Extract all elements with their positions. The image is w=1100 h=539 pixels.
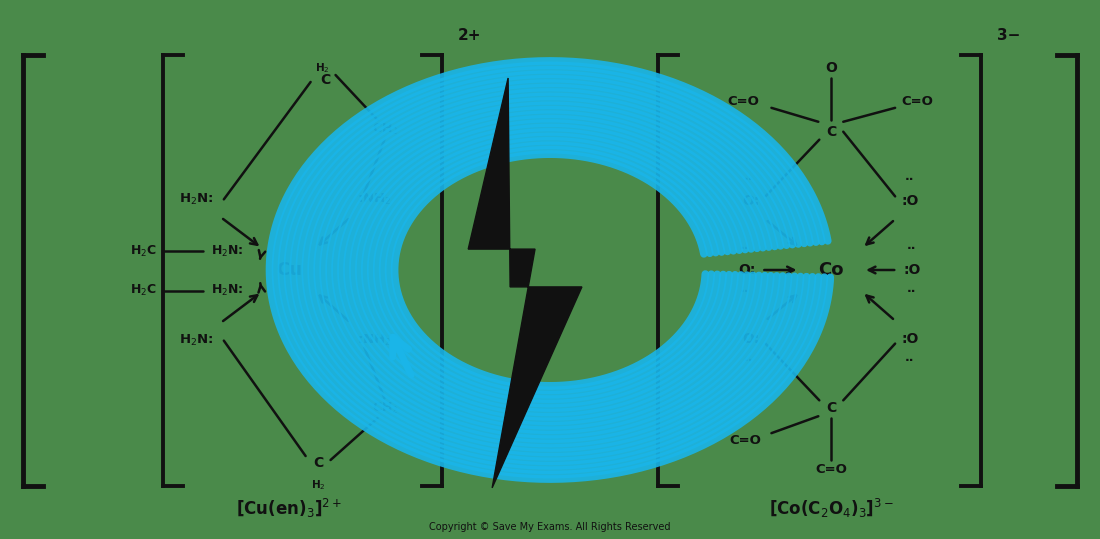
Text: [Cu(en)$_3$]$^{2+}$: [Cu(en)$_3$]$^{2+}$ (235, 496, 342, 520)
Text: H$_2$: H$_2$ (311, 478, 326, 492)
Text: ··: ·· (740, 241, 749, 254)
Text: H$_2$N:: H$_2$N: (179, 192, 213, 207)
Text: Cu: Cu (276, 261, 301, 279)
Text: ··: ·· (905, 173, 914, 186)
Text: C: C (314, 456, 323, 470)
Text: C: C (826, 125, 836, 139)
Text: O: O (825, 61, 837, 75)
Text: H$_2$N:: H$_2$N: (211, 284, 243, 299)
Text: C: C (320, 73, 331, 87)
Text: H$_2$: H$_2$ (316, 61, 330, 75)
Text: Copyright © Save My Exams. All Rights Reserved: Copyright © Save My Exams. All Rights Re… (429, 522, 671, 531)
Text: C=O: C=O (901, 95, 933, 108)
Text: O:: O: (742, 195, 759, 209)
Text: C=O: C=O (815, 464, 847, 476)
Text: 3−: 3− (997, 27, 1020, 43)
Text: :NH$_2$: :NH$_2$ (358, 333, 392, 348)
Text: ··: ·· (740, 285, 749, 299)
Text: CH$_2$: CH$_2$ (373, 400, 399, 416)
Text: ··: ·· (744, 173, 754, 186)
Text: ··: ·· (744, 354, 754, 367)
Text: H$_2$C: H$_2$C (130, 244, 156, 259)
Text: :O: :O (901, 331, 918, 345)
Text: :O: :O (901, 195, 918, 209)
Text: ··: ·· (905, 354, 914, 367)
Text: O:: O: (738, 263, 756, 277)
Text: H$_2$C: H$_2$C (130, 284, 156, 299)
Text: H$_2$N:: H$_2$N: (179, 333, 213, 348)
Text: :O: :O (903, 263, 921, 277)
Text: Co: Co (818, 261, 844, 279)
Text: ··: ·· (908, 285, 916, 299)
Text: ··: ·· (908, 241, 916, 254)
Text: [Co(C$_2$O$_4$)$_3$]$^{3-}$: [Co(C$_2$O$_4$)$_3$]$^{3-}$ (769, 496, 894, 520)
Text: CH$_2$: CH$_2$ (373, 122, 399, 137)
Polygon shape (469, 78, 582, 488)
Text: C: C (826, 401, 836, 415)
Text: O:: O: (742, 331, 759, 345)
Text: C=O: C=O (727, 95, 759, 108)
Text: 2+: 2+ (459, 27, 482, 43)
Text: :NH$_2$: :NH$_2$ (358, 192, 392, 207)
Text: C=O: C=O (729, 433, 761, 447)
Text: H$_2$N:: H$_2$N: (211, 244, 243, 259)
